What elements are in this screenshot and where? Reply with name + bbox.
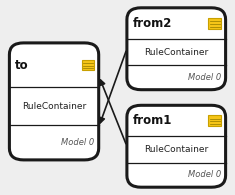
Text: from2: from2	[133, 17, 172, 30]
Text: Model 0: Model 0	[188, 73, 221, 82]
Text: RuleContainer: RuleContainer	[144, 145, 208, 154]
FancyBboxPatch shape	[208, 115, 221, 126]
FancyBboxPatch shape	[82, 60, 94, 70]
FancyBboxPatch shape	[9, 43, 99, 160]
Text: to: to	[15, 59, 29, 72]
Text: from1: from1	[133, 114, 172, 127]
FancyBboxPatch shape	[208, 18, 221, 29]
Text: RuleContainer: RuleContainer	[144, 48, 208, 57]
Text: Model 0: Model 0	[188, 170, 221, 179]
FancyBboxPatch shape	[127, 8, 226, 90]
FancyBboxPatch shape	[127, 105, 226, 187]
Text: Model 0: Model 0	[61, 138, 94, 147]
Text: RuleContainer: RuleContainer	[22, 102, 86, 111]
